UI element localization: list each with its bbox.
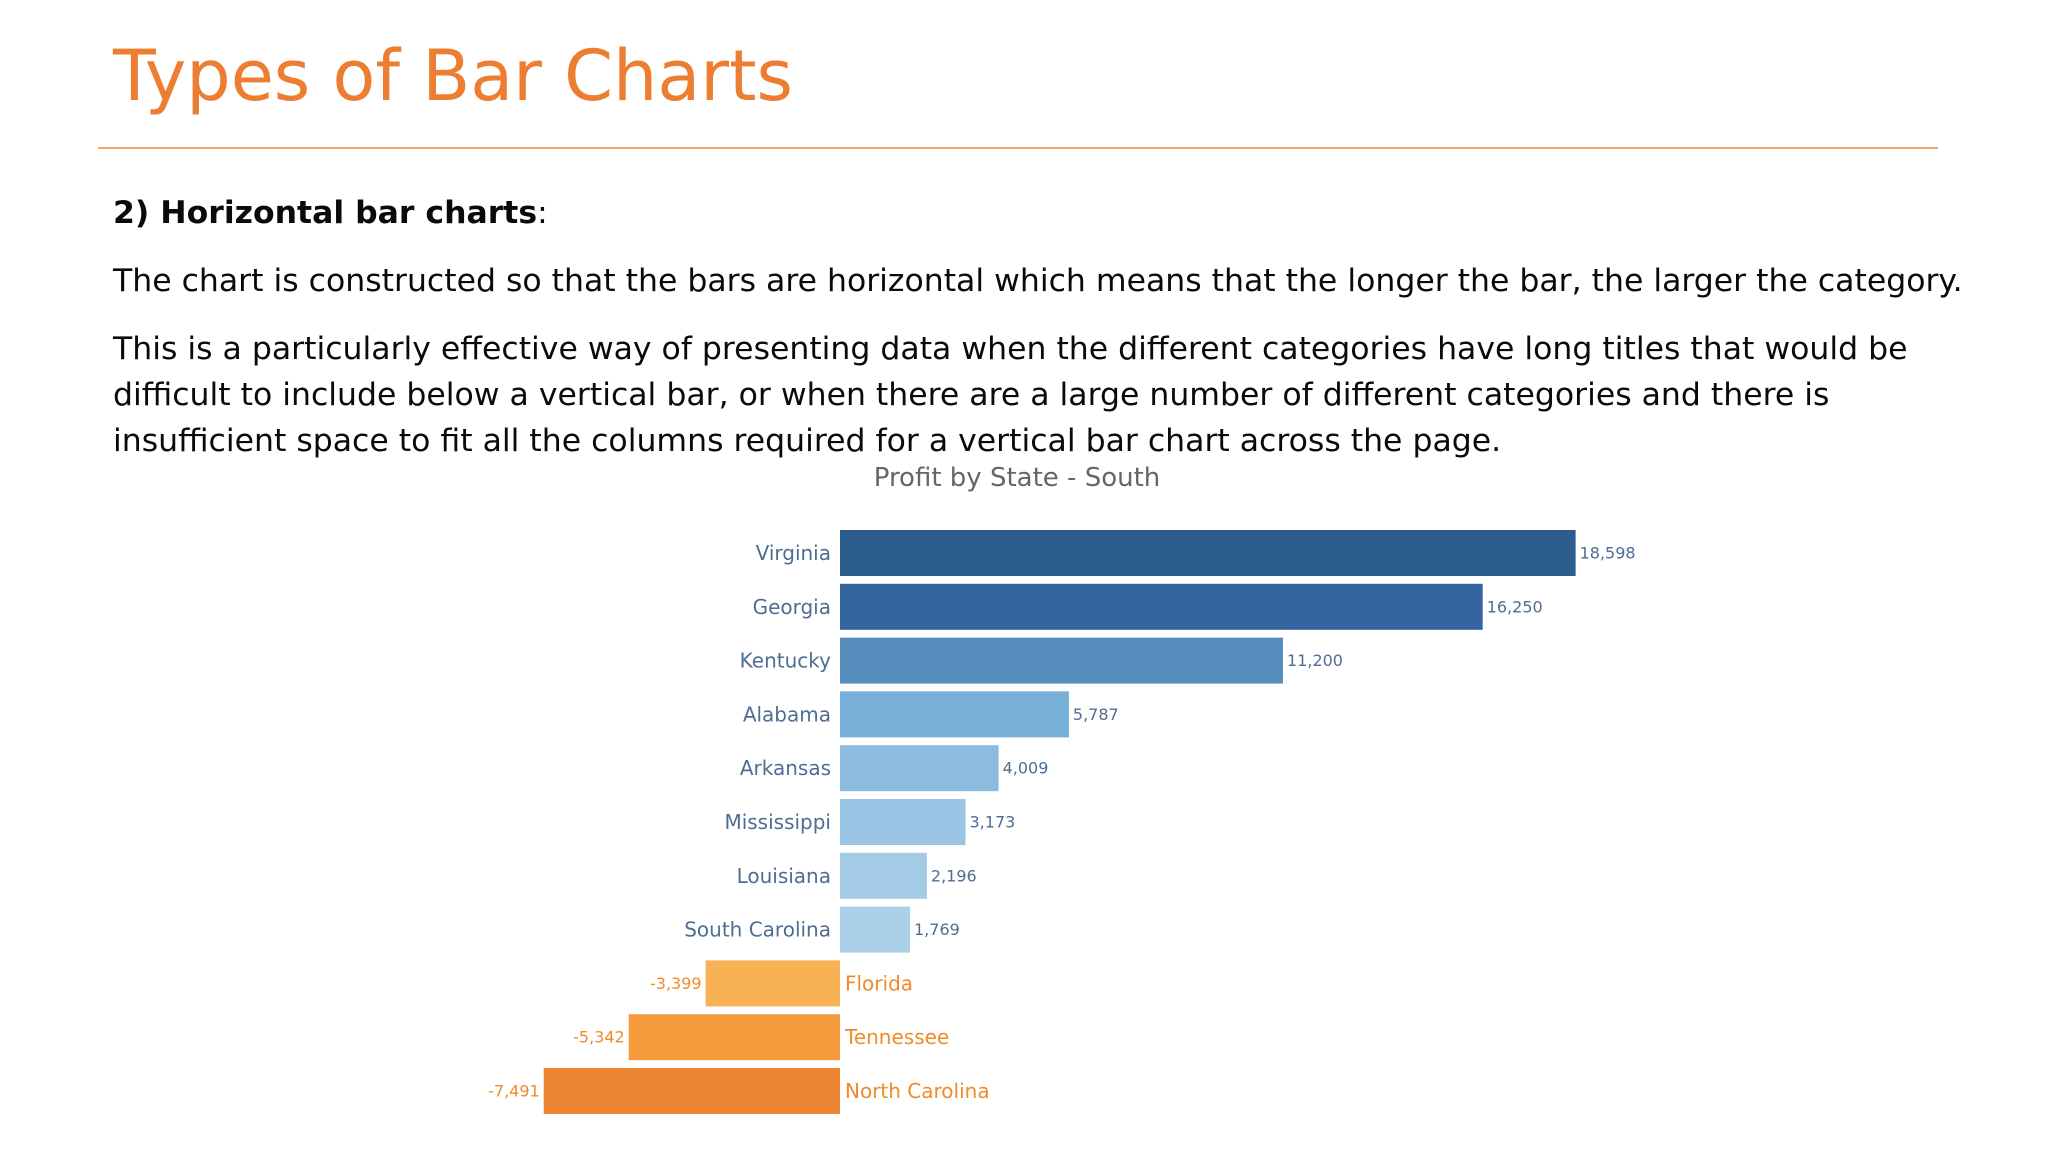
value-label-kentucky: 11,200: [1287, 651, 1343, 670]
section-heading: 2) Horizontal bar charts:: [113, 190, 1938, 236]
bar-arkansas: [840, 745, 999, 792]
category-label-arkansas: Arkansas: [740, 756, 831, 780]
bar-mississippi: [840, 799, 966, 845]
category-label-tennessee: Tennessee: [844, 1025, 949, 1049]
value-label-north-carolina: -7,491: [488, 1082, 540, 1101]
category-label-mississippi: Mississippi: [724, 810, 831, 834]
chart-title: Profit by State - South: [873, 463, 1161, 493]
bar-kentucky: [840, 637, 1283, 684]
paragraph-usage: This is a particularly effective way of …: [113, 331, 1908, 459]
category-label-louisiana: Louisiana: [737, 864, 831, 888]
category-label-virginia: Virginia: [756, 541, 831, 565]
bar-florida: [705, 960, 840, 1007]
value-label-louisiana: 2,196: [931, 866, 977, 885]
value-label-georgia: 16,250: [1487, 597, 1543, 616]
category-label-kentucky: Kentucky: [740, 649, 831, 673]
category-label-north-carolina: North Carolina: [845, 1079, 990, 1103]
category-label-georgia: Georgia: [753, 595, 831, 619]
section-heading-colon: :: [537, 195, 548, 231]
slide-title: Types of Bar Charts: [113, 35, 794, 117]
bar-tennessee: [628, 1014, 840, 1061]
paragraph-definition: The chart is constructed so that the bar…: [113, 263, 1963, 299]
value-label-tennessee: -5,342: [573, 1028, 625, 1047]
bar-louisiana: [840, 852, 927, 899]
value-label-arkansas: 4,009: [1003, 759, 1049, 778]
category-label-alabama: Alabama: [743, 702, 831, 726]
value-label-south-carolina: 1,769: [914, 920, 960, 939]
bar-north-carolina: [543, 1068, 840, 1114]
value-label-alabama: 5,787: [1073, 705, 1119, 724]
bar-chart: Profit by State - South Virginia 18,598 Ge…: [450, 463, 1750, 1143]
bar-georgia: [840, 583, 1483, 630]
bar-virginia: [840, 530, 1576, 576]
bar-south-carolina: [840, 906, 910, 953]
value-label-florida: -3,399: [650, 974, 702, 993]
category-label-florida: Florida: [845, 971, 913, 995]
chart-plot: Virginia 18,598 Georgia 16,250 Kentucky 11,20…: [488, 530, 1636, 1114]
value-label-virginia: 18,598: [1580, 544, 1636, 563]
value-label-mississippi: 3,173: [970, 813, 1016, 832]
title-divider: [98, 147, 1938, 149]
category-label-south-carolina: South Carolina: [684, 918, 831, 942]
section-heading-text: 2) Horizontal bar charts: [113, 195, 538, 231]
bar-alabama: [840, 691, 1069, 738]
